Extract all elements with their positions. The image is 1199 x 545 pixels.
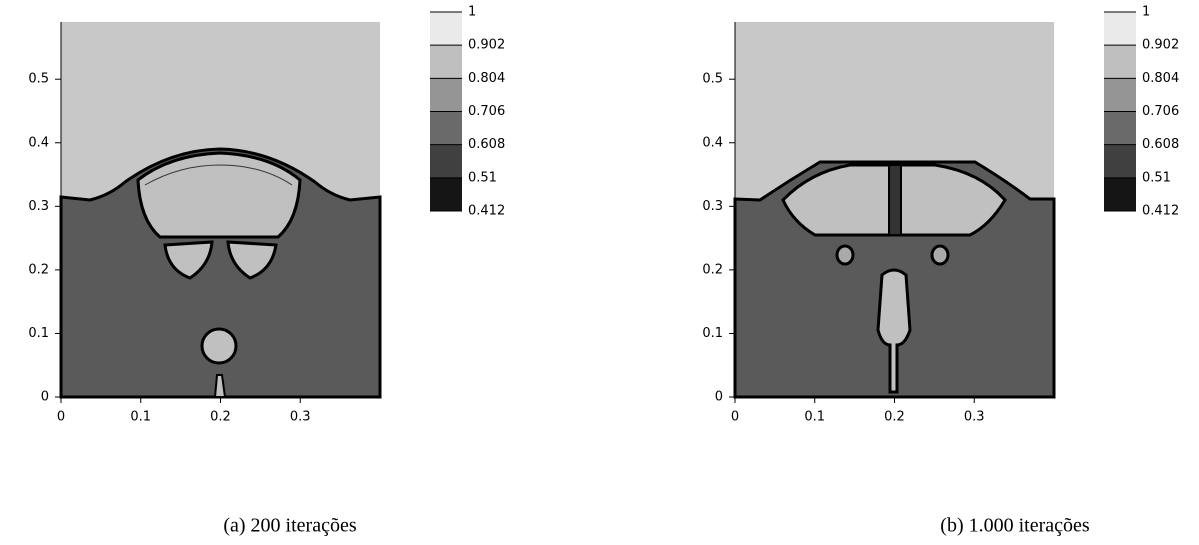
y-tick-label: 0.4 bbox=[28, 135, 49, 150]
caption: (b) 1.000 iterações bbox=[940, 515, 1090, 537]
colorbar-band bbox=[430, 45, 462, 79]
x-tick-label: 0.1 bbox=[804, 410, 825, 425]
x-tick-label: 0.2 bbox=[210, 410, 231, 425]
panel: 0 0.1 0.2 0.300.10.20.30.40.510.9020.8040.7… bbox=[28, 5, 505, 537]
colorbar-band bbox=[1104, 78, 1136, 112]
field-dark bbox=[59, 147, 382, 399]
stem bbox=[888, 164, 902, 236]
colorbar-band bbox=[430, 111, 462, 145]
x-tick-label: 0.2 bbox=[884, 410, 905, 425]
colorbar-label: 0.706 bbox=[1142, 104, 1179, 119]
panel: 0 0.1 0.2 0.300.10.20.30.40.510.9020.8040.7… bbox=[702, 5, 1179, 537]
lobe bbox=[226, 240, 278, 280]
y-tick-label: 0.3 bbox=[702, 199, 723, 214]
droplet bbox=[200, 327, 238, 365]
y-tick-label: 0 bbox=[41, 390, 49, 405]
x-tick-label: 0.1 bbox=[130, 410, 151, 425]
colorbar-label: 0.608 bbox=[468, 137, 505, 152]
colorbar-label: 0.51 bbox=[1142, 170, 1171, 185]
colorbar-label: 0.902 bbox=[1142, 38, 1179, 53]
colorbar-label: 1 bbox=[1142, 5, 1150, 20]
colorbar-label: 0.804 bbox=[468, 71, 505, 86]
colorbar-label: 0.804 bbox=[1142, 71, 1179, 86]
colorbar-band bbox=[1104, 45, 1136, 79]
colorbar-band bbox=[430, 78, 462, 112]
colorbar-label: 0.412 bbox=[1142, 204, 1179, 219]
colorbar-label: 0.706 bbox=[468, 104, 505, 119]
x-tick-label: 0.3 bbox=[964, 410, 985, 425]
x-tick-label: 0 bbox=[57, 410, 65, 425]
x-tick-label: 0.3 bbox=[290, 410, 311, 425]
colorbar-band bbox=[430, 12, 462, 46]
colorbar-band bbox=[1104, 177, 1136, 211]
y-tick-label: 0.5 bbox=[702, 72, 723, 87]
colorbar-band bbox=[1104, 144, 1136, 178]
y-tick-label: 0.1 bbox=[702, 326, 723, 341]
cavity bbox=[136, 151, 302, 239]
colorbar-label: 1 bbox=[468, 5, 476, 20]
colorbar-band bbox=[1104, 12, 1136, 46]
lobe bbox=[163, 240, 214, 280]
colorbar-band bbox=[1104, 111, 1136, 145]
y-tick-label: 0.4 bbox=[702, 135, 723, 150]
colorbar-band bbox=[430, 177, 462, 211]
colorbar-label: 0.51 bbox=[468, 170, 497, 185]
y-tick-label: 0.2 bbox=[28, 262, 49, 277]
caption: (a) 200 iterações bbox=[223, 515, 356, 537]
colorbar-label: 0.608 bbox=[1142, 137, 1179, 152]
colorbar-band bbox=[430, 144, 462, 178]
y-tick-label: 0.2 bbox=[702, 262, 723, 277]
colorbar-label: 0.412 bbox=[468, 204, 505, 219]
colorbar-label: 0.902 bbox=[468, 38, 505, 53]
droplet bbox=[835, 244, 855, 266]
y-tick-label: 0 bbox=[715, 390, 723, 405]
x-tick-label: 0 bbox=[731, 410, 739, 425]
droplet bbox=[930, 244, 950, 266]
column bbox=[876, 268, 912, 394]
y-tick-label: 0.3 bbox=[28, 199, 49, 214]
y-tick-label: 0.1 bbox=[28, 326, 49, 341]
contour-line bbox=[144, 164, 293, 186]
y-tick-label: 0.5 bbox=[28, 72, 49, 87]
